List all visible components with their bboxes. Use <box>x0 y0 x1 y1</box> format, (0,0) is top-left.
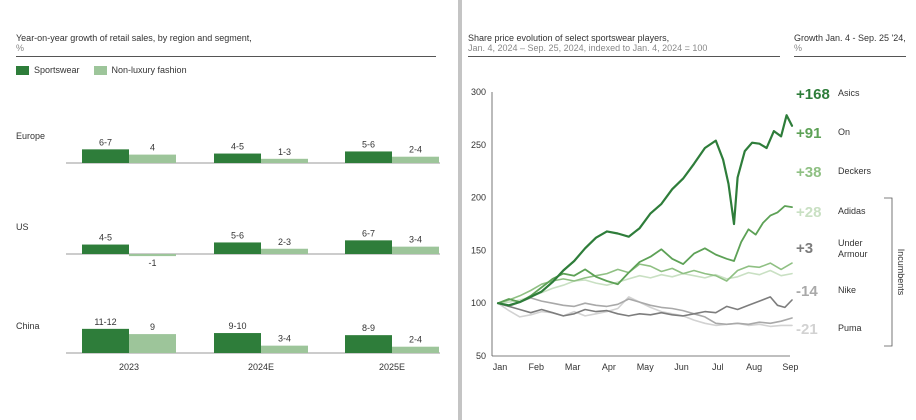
retail-title-rule <box>16 56 436 57</box>
bar-label-us-sportswear-2024e: 5-6 <box>231 230 244 240</box>
legend-label-non-luxury-fashion: Non-luxury fashion <box>111 65 187 75</box>
share-price-title-rule <box>468 56 780 57</box>
bar-us-sportswear-2024e <box>214 242 261 254</box>
share-price-panel: Share price evolution of select sportswe… <box>462 0 916 420</box>
bar-china-sportswear-2024e <box>214 333 261 353</box>
retail-chart-title: Year-on-year growth of retail sales, by … <box>16 33 252 43</box>
bar-us-non-luxury-fashion-2025e <box>392 246 439 254</box>
retail-growth-bar-chart: Europe 6-7 4-5 5-6 4 1-3 2-4 US 4-5 5-6 6-7 -1 2-3 3-… <box>16 131 440 372</box>
bar-europe-sportswear-2023 <box>82 149 129 163</box>
bar-europe-sportswear-2025e <box>345 151 392 163</box>
bar-europe-non-luxury-fashion-2024e <box>261 158 308 163</box>
panel-divider <box>458 0 462 420</box>
bar-label-europe-non-luxury-fashion-2023: 4 <box>150 143 155 153</box>
retail-chart-unit: % <box>16 43 25 53</box>
share-price-subtitle: Jan. 4, 2024 – Sep. 25, 2024, indexed to… <box>468 43 708 53</box>
bar-china-non-luxury-fashion-2024e <box>261 345 308 353</box>
legend-item-non-luxury-fashion: Non-luxury fashion <box>93 65 187 75</box>
retail-legend: Sportswear Non-luxury fashion <box>16 65 201 75</box>
bar-china-sportswear-2023 <box>82 328 129 353</box>
bar-label-china-non-luxury-fashion-2024e: 3-4 <box>278 334 291 344</box>
bar-label-china-non-luxury-fashion-2025e: 2-4 <box>409 335 422 345</box>
region-label-us: US <box>16 222 29 232</box>
bar-label-europe-sportswear-2023: 6-7 <box>99 137 112 147</box>
share-price-title: Share price evolution of select sportswe… <box>468 33 670 43</box>
growth-column-title: Growth Jan. 4 - Sep. 25 '24, <box>794 33 906 43</box>
bar-label-europe-non-luxury-fashion-2024e: 1-3 <box>278 147 291 157</box>
bar-label-us-non-luxury-fashion-2025e: 3-4 <box>409 235 422 245</box>
bar-us-sportswear-2023 <box>82 244 129 254</box>
bar-europe-non-luxury-fashion-2023 <box>129 154 176 163</box>
legend-label-sportswear: Sportswear <box>34 65 80 75</box>
bar-label-us-sportswear-2025e: 6-7 <box>362 228 375 238</box>
growth-title-rule <box>794 56 906 57</box>
region-label-china: China <box>16 321 40 331</box>
bar-label-us-sportswear-2023: 4-5 <box>99 233 112 243</box>
category-label-2025e: 2025E <box>379 362 405 372</box>
bar-china-non-luxury-fashion-2023 <box>129 334 176 353</box>
bar-label-china-non-luxury-fashion-2023: 9 <box>150 322 155 332</box>
bar-us-non-luxury-fashion-2023 <box>129 254 176 257</box>
bar-label-china-sportswear-2025e: 8-9 <box>362 323 375 333</box>
bar-label-china-sportswear-2024e: 9-10 <box>228 321 246 331</box>
bar-label-china-sportswear-2023: 11-12 <box>94 317 116 327</box>
category-label-2024e: 2024E <box>248 362 274 372</box>
bar-china-non-luxury-fashion-2025e <box>392 346 439 353</box>
category-label-2023: 2023 <box>119 362 139 372</box>
growth-column-unit: % <box>794 43 803 53</box>
retail-growth-panel: Year-on-year growth of retail sales, by … <box>16 33 436 75</box>
region-label-europe: Europe <box>16 131 45 141</box>
bar-us-non-luxury-fashion-2024e <box>261 248 308 254</box>
bar-china-sportswear-2025e <box>345 335 392 353</box>
bar-label-us-non-luxury-fashion-2023: -1 <box>148 258 156 268</box>
bar-label-europe-sportswear-2025e: 5-6 <box>362 139 375 149</box>
bar-label-us-non-luxury-fashion-2024e: 2-3 <box>278 237 291 247</box>
legend-swatch-non-luxury-fashion <box>93 65 107 75</box>
bar-europe-non-luxury-fashion-2025e <box>392 156 439 163</box>
bar-us-sportswear-2025e <box>345 240 392 254</box>
bar-label-europe-sportswear-2024e: 4-5 <box>231 142 244 152</box>
legend-item-sportswear: Sportswear <box>16 65 80 75</box>
legend-swatch-sportswear <box>16 65 29 75</box>
bar-europe-sportswear-2024e <box>214 153 261 163</box>
bar-label-europe-non-luxury-fashion-2025e: 2-4 <box>409 145 422 155</box>
